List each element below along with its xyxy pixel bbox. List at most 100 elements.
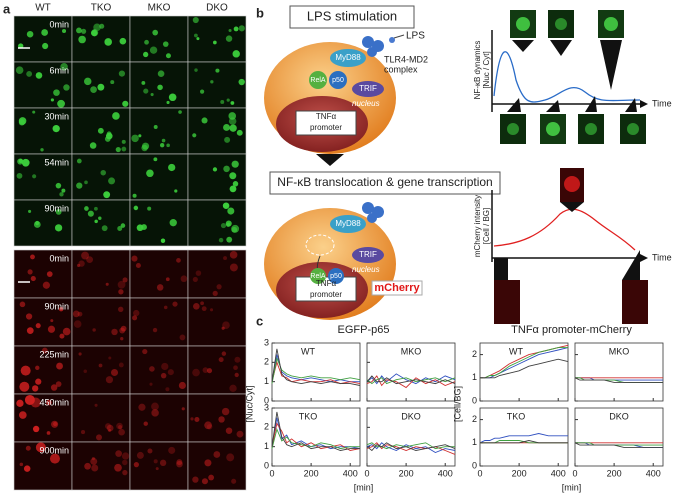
- cell-blob: [131, 134, 139, 143]
- cell-blob: [86, 256, 94, 264]
- cell-blob: [204, 421, 212, 430]
- cell-blob: [20, 365, 31, 376]
- label: promoter: [310, 290, 342, 299]
- cell-blob: [233, 26, 239, 32]
- label: mCherry: [374, 282, 420, 294]
- label: TNFα: [316, 279, 337, 288]
- cell-blob: [141, 144, 148, 152]
- trace: [480, 440, 568, 444]
- cell-blob: [135, 262, 141, 269]
- cell-blob: [195, 270, 202, 276]
- cell-blob: [118, 428, 125, 436]
- cell-blob: [49, 453, 60, 464]
- trace: [271, 417, 361, 450]
- cell-blob: [161, 362, 169, 371]
- cell-blob: [94, 206, 98, 211]
- cell-blob: [147, 448, 153, 454]
- x-tick-label: 0: [572, 468, 577, 478]
- cell-blob: [114, 463, 122, 472]
- axis-label: [Cell / BG]: [482, 208, 491, 244]
- cell-blob: [212, 167, 218, 172]
- cell-blob: [118, 425, 123, 430]
- cell-blob: [163, 305, 168, 310]
- cell-blob: [230, 101, 235, 105]
- x-tick-label: 400: [438, 468, 453, 478]
- arrow: [316, 154, 344, 166]
- cell: [264, 34, 405, 154]
- cell-blob: [118, 289, 124, 295]
- image-cell: [129, 107, 189, 155]
- cell-blob: [149, 366, 155, 372]
- plot-label: DKO: [401, 411, 421, 421]
- cell-blob: [19, 381, 30, 392]
- cell-blob: [168, 163, 176, 172]
- cell-blob: [26, 30, 34, 38]
- y-tick-label: 1: [264, 376, 269, 386]
- cell-blob: [236, 430, 244, 438]
- cell-blob: [201, 478, 208, 485]
- cell-blob: [200, 301, 204, 306]
- time-label: 0min: [49, 253, 69, 263]
- label-box: [289, 5, 415, 29]
- cell-blob: [180, 275, 188, 283]
- cell-blob: [50, 319, 54, 323]
- cell-blob: [42, 281, 50, 289]
- cell-blob: [132, 193, 137, 198]
- schematic: [491, 10, 648, 324]
- cell-blob: [229, 251, 238, 259]
- time-label: 450min: [39, 397, 69, 407]
- cell-blob: [220, 99, 225, 104]
- cell-blob: [73, 320, 82, 328]
- box-label: NF-κB translocation & gene transcription: [277, 175, 492, 189]
- label: TNFα: [316, 112, 337, 121]
- cell-blob: [77, 263, 81, 268]
- cell-blob: [47, 325, 56, 333]
- cell-blob: [118, 70, 126, 77]
- cell-blob: [100, 169, 106, 176]
- cell-blob: [122, 459, 128, 466]
- cell-blob: [95, 434, 102, 441]
- cell-blob: [17, 158, 24, 165]
- cell-blob: [159, 143, 165, 148]
- image-cell: [129, 15, 189, 63]
- cell-blob: [35, 72, 43, 79]
- panel-label: c: [256, 313, 263, 328]
- cell-blob: [18, 411, 27, 419]
- time-label: 0min: [49, 19, 69, 29]
- cell-blob: [52, 124, 60, 133]
- axis-label: [min]: [562, 482, 582, 492]
- cell-blob: [156, 284, 164, 291]
- y-tick-label: 1: [264, 441, 269, 451]
- cell-blob: [53, 421, 58, 427]
- cell-blob: [229, 124, 237, 132]
- cell-blob: [112, 112, 120, 120]
- cell-blob: [59, 192, 64, 197]
- cell-blob: [98, 216, 102, 221]
- x-tick-label: 0: [269, 468, 274, 478]
- cell-blob: [32, 110, 36, 114]
- x-tick-label: 200: [512, 468, 527, 478]
- trace: [366, 442, 456, 455]
- cell-blob: [41, 347, 48, 354]
- cell-blob: [201, 306, 207, 312]
- label: TLR4-MD2: [384, 54, 428, 64]
- cell-blob: [35, 323, 41, 329]
- axis-label: mCherry intensity: [473, 195, 482, 257]
- cell-blob: [55, 182, 62, 189]
- diagram: LPS stimulation LPS TLR4-MD2 complex MyD…: [264, 5, 672, 324]
- image-cell: [71, 297, 131, 347]
- cell-blob: [147, 206, 152, 211]
- cell-blob: [138, 403, 146, 411]
- cell-blob: [157, 70, 165, 78]
- cell-blob: [213, 451, 221, 458]
- cell-blob: [55, 381, 62, 387]
- cell-blob: [84, 77, 92, 86]
- axis-label: Time: [652, 252, 672, 262]
- cell-blob: [99, 23, 105, 29]
- cell-blob: [19, 462, 24, 467]
- label: RelA: [310, 77, 326, 84]
- label: TRIF: [359, 84, 377, 93]
- cell-blob: [228, 28, 232, 32]
- time-label: 30min: [44, 111, 69, 121]
